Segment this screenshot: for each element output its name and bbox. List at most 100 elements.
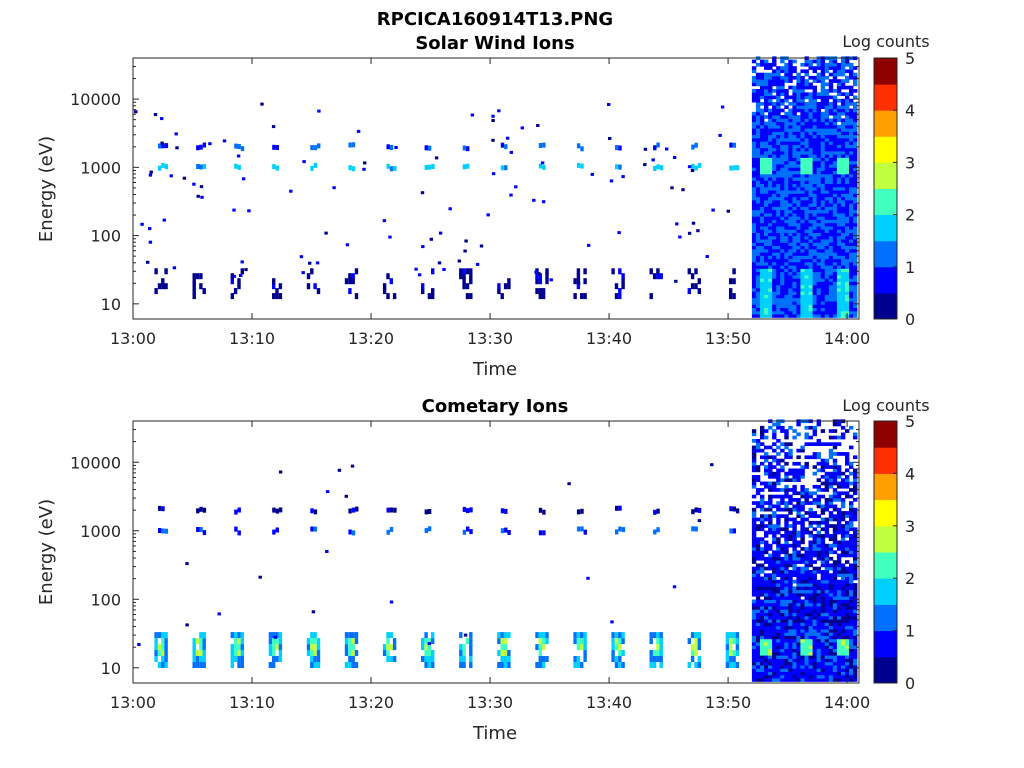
heatmap-cell xyxy=(760,232,765,237)
heatmap-cell xyxy=(780,75,785,80)
heatmap-cell xyxy=(832,579,838,584)
heatmap-cell xyxy=(760,134,765,139)
heatmap-cell xyxy=(816,615,821,620)
heatmap-cell xyxy=(768,95,773,100)
heatmap-cell xyxy=(751,213,757,217)
heatmap-cell xyxy=(788,468,793,473)
heatmap-cell xyxy=(354,268,359,275)
heatmap-cell xyxy=(348,650,352,656)
heatmap-cell xyxy=(832,668,838,672)
heatmap-cell xyxy=(804,651,809,656)
heatmap-cell xyxy=(618,644,622,651)
heatmap-cell xyxy=(788,671,793,676)
heatmap-cell xyxy=(751,629,757,633)
heatmap-cell xyxy=(272,650,276,656)
heatmap-cell xyxy=(853,534,858,538)
heatmap-cell xyxy=(845,75,850,80)
heatmap-cell xyxy=(849,98,854,103)
heatmap-cell xyxy=(820,668,826,672)
heatmap-cell xyxy=(812,98,817,103)
heatmap-cell xyxy=(792,547,797,551)
heatmap-cell xyxy=(832,147,838,152)
heatmap-cell xyxy=(853,645,858,649)
heatmap-cell xyxy=(824,216,830,220)
heatmap-cell xyxy=(792,498,797,502)
heatmap-cell xyxy=(784,629,789,633)
heatmap-cell xyxy=(776,619,781,623)
heatmap-cell xyxy=(776,635,781,640)
heatmap-cell xyxy=(776,79,781,83)
heatmap-cell xyxy=(500,644,504,651)
heatmap-cell xyxy=(780,131,785,136)
heatmap-cell xyxy=(840,206,846,211)
heatmap-cell xyxy=(764,586,769,591)
heatmap-cell xyxy=(840,203,846,207)
heatmap-cell xyxy=(755,160,761,165)
heatmap-cell xyxy=(828,465,834,469)
heatmap-cell xyxy=(768,592,773,597)
heatmap-cell xyxy=(840,602,846,607)
heatmap-cell xyxy=(751,69,757,74)
heatmap-cell xyxy=(751,622,757,627)
heatmap-cell xyxy=(237,144,241,149)
heatmap-cell xyxy=(840,583,846,587)
heatmap-cell xyxy=(615,529,619,535)
heatmap-cell xyxy=(788,271,793,276)
heatmap-cell xyxy=(853,275,858,279)
heatmap-cell xyxy=(541,644,546,651)
heatmap-cell xyxy=(351,662,355,668)
heatmap-cell xyxy=(348,632,352,639)
heatmap-cell xyxy=(772,72,777,77)
heatmap-cell xyxy=(828,291,834,295)
heatmap-cell xyxy=(316,656,321,662)
heatmap-cell xyxy=(784,609,789,613)
heatmap-cell xyxy=(764,170,769,175)
heatmap-cell xyxy=(836,278,842,282)
heatmap-cell xyxy=(772,186,777,191)
heatmap-cell xyxy=(788,62,793,67)
heatmap-cell xyxy=(788,144,793,149)
heatmap-cell xyxy=(459,632,463,639)
x-axis-label: Time xyxy=(472,723,517,744)
heatmap-cell xyxy=(764,484,769,489)
heatmap-cell xyxy=(500,662,504,668)
heatmap-cell xyxy=(788,258,793,263)
heatmap-cell xyxy=(808,177,813,181)
heatmap-cell xyxy=(824,615,830,620)
heatmap-cell xyxy=(768,481,773,486)
heatmap-cell xyxy=(788,291,793,295)
heatmap-cell xyxy=(820,658,826,663)
heatmap-cell xyxy=(849,294,854,299)
heatmap-cell xyxy=(784,310,789,315)
heatmap-cell xyxy=(804,432,809,437)
heatmap-cell xyxy=(832,69,838,74)
heatmap-cell xyxy=(812,258,817,263)
heatmap-cell xyxy=(751,625,757,630)
heatmap-cell xyxy=(816,504,821,509)
heatmap-cell xyxy=(820,540,826,545)
heatmap-cell xyxy=(812,268,817,273)
heatmap-cell xyxy=(804,144,809,149)
heatmap-cell xyxy=(694,526,698,532)
heatmap-cell xyxy=(796,586,801,591)
heatmap-cell xyxy=(792,170,797,175)
heatmap-cell xyxy=(780,498,785,502)
heatmap-cell xyxy=(784,304,789,308)
heatmap-cell xyxy=(755,118,761,123)
heatmap-cell xyxy=(389,145,394,150)
heatmap-cell xyxy=(836,183,842,188)
heatmap-cell xyxy=(824,291,830,295)
heatmap-cell xyxy=(853,216,858,220)
heatmap-cell xyxy=(764,275,769,279)
heatmap-cell xyxy=(751,589,757,594)
heatmap-cell xyxy=(808,547,813,551)
heatmap-cell xyxy=(497,638,501,645)
heatmap-cell xyxy=(541,638,546,645)
heatmap-cell xyxy=(808,242,813,246)
heatmap-cell xyxy=(849,651,854,656)
heatmap-cell xyxy=(755,180,761,184)
heatmap-cell xyxy=(820,475,826,479)
heatmap-cell xyxy=(800,583,805,587)
heatmap-cell xyxy=(808,629,813,633)
heatmap-cell xyxy=(845,193,850,198)
